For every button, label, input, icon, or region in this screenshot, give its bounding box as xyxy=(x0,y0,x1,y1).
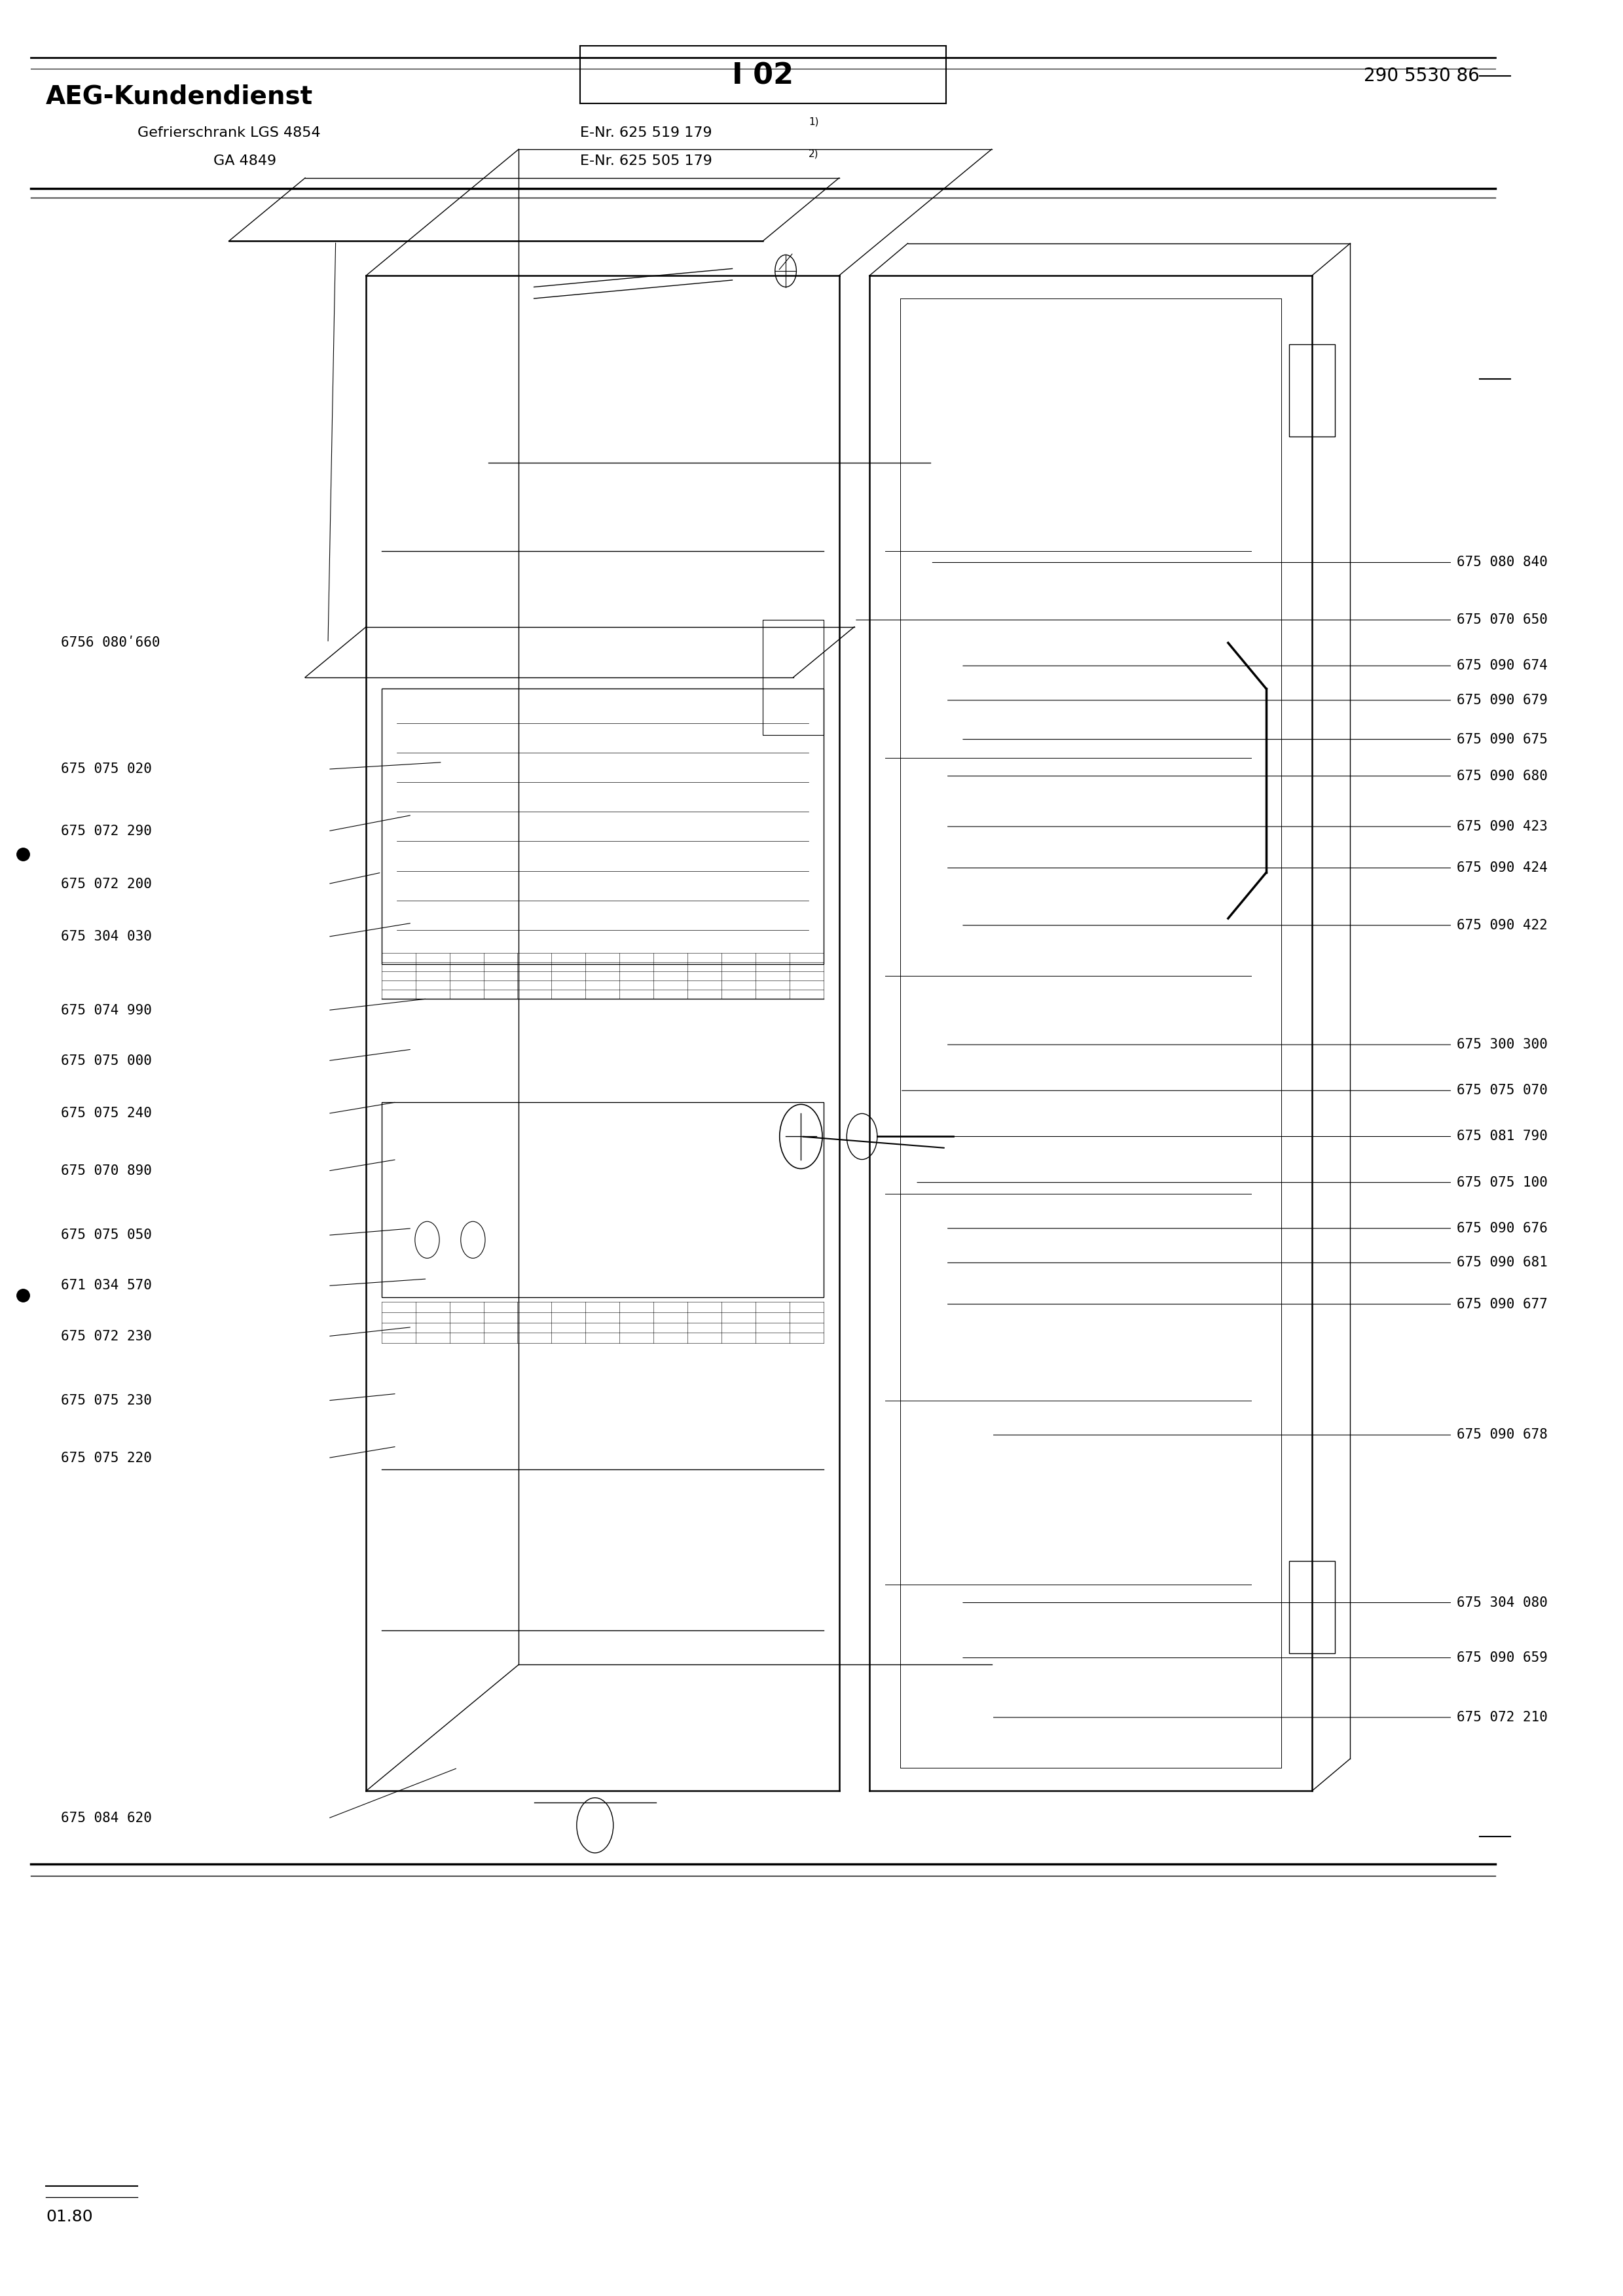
Text: 675 090 422: 675 090 422 xyxy=(1457,918,1548,932)
Text: 675 090 674: 675 090 674 xyxy=(1457,659,1548,673)
Text: 675 075 000: 675 075 000 xyxy=(62,1054,153,1068)
Text: 675 075 220: 675 075 220 xyxy=(62,1451,153,1465)
Text: 671 034 570: 671 034 570 xyxy=(62,1279,153,1293)
Text: 675 090 423: 675 090 423 xyxy=(1457,820,1548,833)
Text: 675 075 050: 675 075 050 xyxy=(62,1228,153,1242)
Text: E-Nr. 625 519 179: E-Nr. 625 519 179 xyxy=(579,126,712,140)
Text: 675 075 230: 675 075 230 xyxy=(62,1394,153,1407)
Text: 675 300 300: 675 300 300 xyxy=(1457,1038,1548,1052)
Text: 290 5530 86: 290 5530 86 xyxy=(1363,67,1480,85)
Text: 1): 1) xyxy=(808,117,818,126)
Text: 675 090 679: 675 090 679 xyxy=(1457,693,1548,707)
Text: 675 090 676: 675 090 676 xyxy=(1457,1221,1548,1235)
Text: 675 304 080: 675 304 080 xyxy=(1457,1596,1548,1609)
Text: 675 090 659: 675 090 659 xyxy=(1457,1651,1548,1665)
Bar xyxy=(763,620,824,735)
Circle shape xyxy=(779,1104,823,1169)
Text: 675 090 675: 675 090 675 xyxy=(1457,732,1548,746)
Text: 675 072 200: 675 072 200 xyxy=(62,877,153,891)
Text: GA 4849: GA 4849 xyxy=(214,154,276,168)
Text: 675 072 230: 675 072 230 xyxy=(62,1329,153,1343)
Text: 675 070 890: 675 070 890 xyxy=(62,1164,153,1178)
Text: 2): 2) xyxy=(808,149,818,158)
Text: 675 080 840: 675 080 840 xyxy=(1457,556,1548,569)
Text: 675 090 678: 675 090 678 xyxy=(1457,1428,1548,1442)
Text: 675 090 680: 675 090 680 xyxy=(1457,769,1548,783)
Text: 675 075 240: 675 075 240 xyxy=(62,1107,153,1120)
Text: 675 081 790: 675 081 790 xyxy=(1457,1130,1548,1143)
Text: 675 070 650: 675 070 650 xyxy=(1457,613,1548,627)
Text: 675 304 030: 675 304 030 xyxy=(62,930,153,944)
Text: 01.80: 01.80 xyxy=(45,2209,93,2225)
Text: 675 075 100: 675 075 100 xyxy=(1457,1176,1548,1189)
Text: 675 090 677: 675 090 677 xyxy=(1457,1297,1548,1311)
Text: 675 072 210: 675 072 210 xyxy=(1457,1711,1548,1724)
Text: 675 090 424: 675 090 424 xyxy=(1457,861,1548,875)
Text: 675 090 681: 675 090 681 xyxy=(1457,1256,1548,1270)
Text: 675 074 990: 675 074 990 xyxy=(62,1003,153,1017)
Text: 675 075 070: 675 075 070 xyxy=(1457,1084,1548,1097)
Text: 6756 080ʹ660: 6756 080ʹ660 xyxy=(62,636,161,650)
Text: AEG-Kundendienst: AEG-Kundendienst xyxy=(45,85,313,108)
Text: I 02: I 02 xyxy=(732,62,794,90)
Bar xyxy=(1289,1561,1336,1653)
Text: E-Nr. 625 505 179: E-Nr. 625 505 179 xyxy=(579,154,712,168)
Bar xyxy=(1289,344,1336,436)
Text: 675 072 290: 675 072 290 xyxy=(62,824,153,838)
Text: 675 075 020: 675 075 020 xyxy=(62,762,153,776)
Text: Gefrierschrank LGS 4854: Gefrierschrank LGS 4854 xyxy=(138,126,320,140)
Text: 675 084 620: 675 084 620 xyxy=(62,1812,153,1825)
